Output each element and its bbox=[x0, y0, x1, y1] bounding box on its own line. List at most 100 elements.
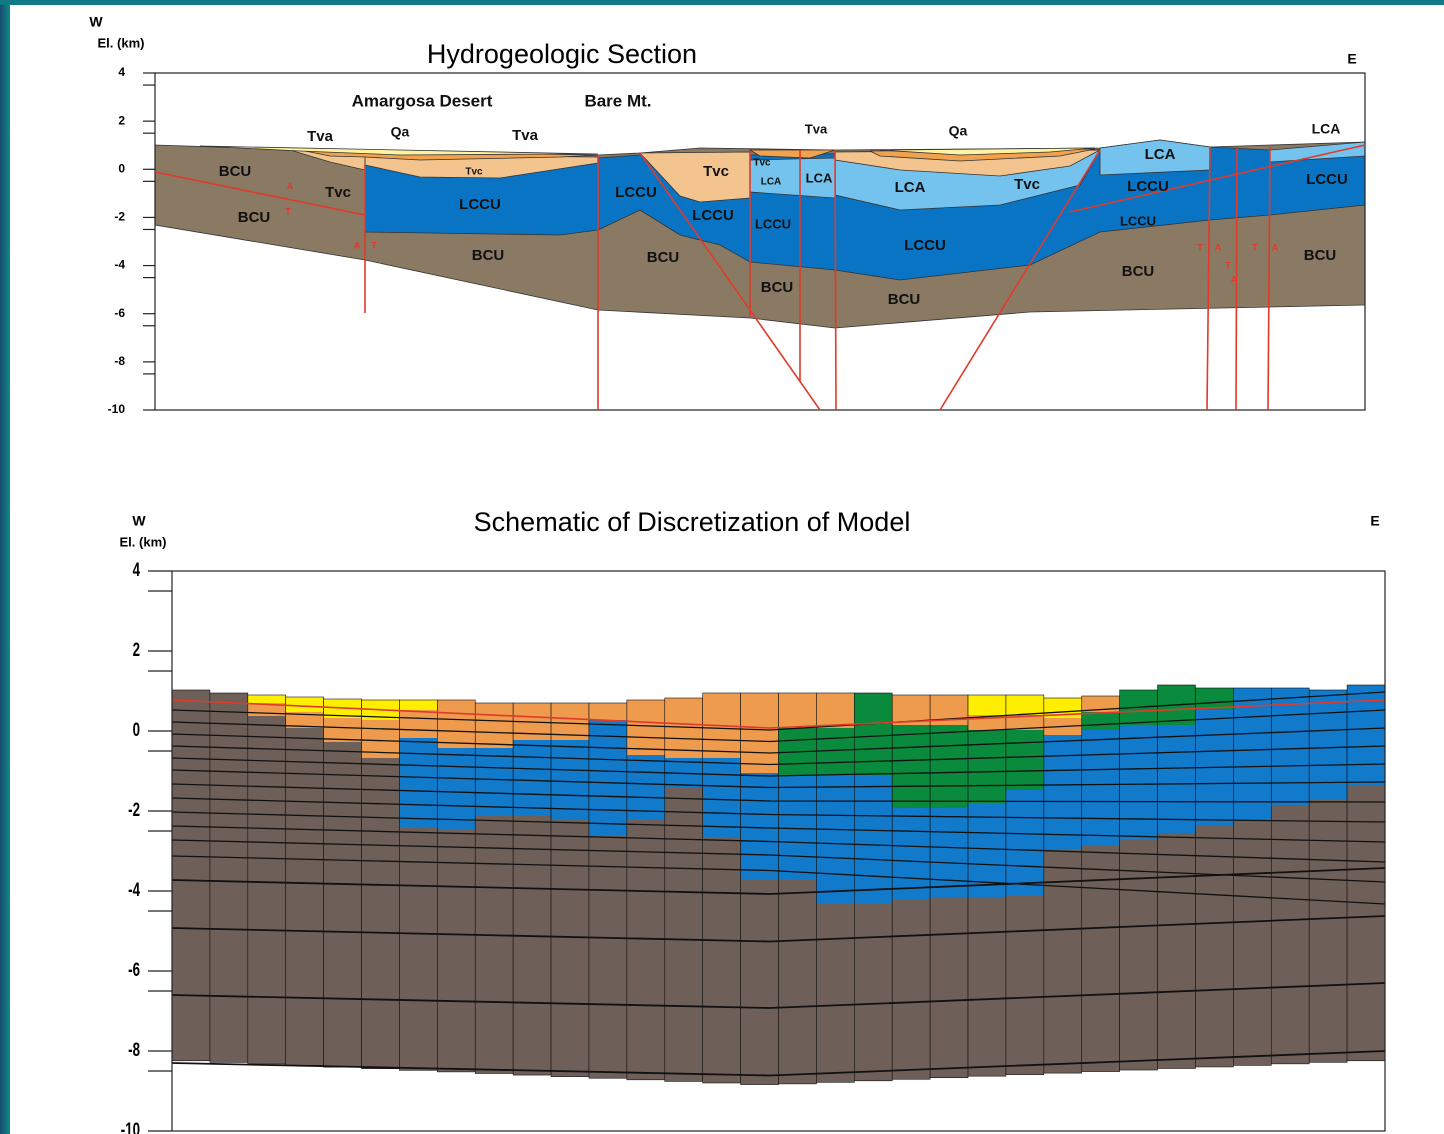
schematic-title: Schematic of Discretization of Model bbox=[474, 507, 911, 537]
y-tick-label: 0 bbox=[118, 161, 125, 175]
unit-label: BCU bbox=[219, 163, 252, 180]
unit-label: Qa bbox=[391, 124, 410, 140]
unit-label: Bare Mt. bbox=[584, 91, 651, 110]
cell-unit bbox=[892, 725, 930, 808]
cell-unit bbox=[1309, 690, 1347, 800]
unit-label: LCCU bbox=[615, 184, 657, 201]
left-border bbox=[0, 0, 10, 1134]
unit-label: LCA bbox=[1145, 146, 1176, 163]
cell-unit bbox=[779, 693, 817, 728]
y-tick-label: -2 bbox=[128, 800, 140, 821]
cell-unit bbox=[1006, 730, 1044, 790]
y-tick-label: 2 bbox=[133, 640, 140, 661]
axis-label: El. (km) bbox=[120, 534, 167, 549]
y-tick-label: -8 bbox=[114, 354, 125, 368]
cell-unit bbox=[968, 695, 1006, 715]
cell-unit bbox=[816, 693, 854, 728]
fault-motion-label: T bbox=[1197, 242, 1203, 252]
cell-unit bbox=[475, 748, 513, 815]
cell-unit bbox=[816, 775, 854, 903]
unit-label: Tva bbox=[307, 128, 334, 145]
page: Hydrogeologic Section W El. (km) E 4 2 0 -2… bbox=[0, 0, 1444, 1134]
fault-motion-label: T bbox=[285, 206, 291, 216]
unit-label: Tvc bbox=[703, 163, 729, 180]
y-tick-label: 4 bbox=[133, 560, 141, 581]
unit-label: LCA bbox=[1312, 121, 1341, 137]
cell-unit bbox=[779, 775, 817, 880]
unit-label: BCU bbox=[888, 291, 921, 308]
unit-label: LCA bbox=[895, 179, 926, 196]
y-tick-label: -6 bbox=[128, 960, 140, 981]
cell-unit bbox=[930, 808, 968, 898]
top-border bbox=[0, 0, 1444, 5]
cell-unit bbox=[1006, 790, 1044, 895]
fault-motion-label: A bbox=[354, 240, 361, 250]
cell-unit bbox=[1158, 725, 1196, 833]
unit-label: Tva bbox=[512, 127, 539, 144]
cell-unit bbox=[968, 730, 1006, 803]
cell-unit bbox=[854, 775, 892, 903]
unit-label: LCCU bbox=[1306, 171, 1348, 188]
unit-label: Tvc bbox=[1014, 176, 1040, 193]
y-tick-label: -2 bbox=[114, 210, 125, 224]
cell-unit bbox=[399, 710, 437, 738]
fault-motion-label: T bbox=[1252, 242, 1258, 252]
y-tick-label: -10 bbox=[108, 402, 126, 416]
unit-label: Amargosa Desert bbox=[352, 91, 493, 110]
west-label: W bbox=[132, 513, 146, 529]
y-tick-label: -4 bbox=[128, 880, 141, 901]
fault-motion-label: A bbox=[1272, 242, 1279, 252]
y-tick-label: 2 bbox=[118, 113, 125, 127]
cell-unit bbox=[286, 697, 324, 712]
cell-unit bbox=[589, 703, 627, 720]
cell-unit bbox=[1006, 695, 1044, 715]
cell-unit bbox=[248, 695, 286, 703]
unit-label: BCU bbox=[238, 209, 271, 226]
y-tick-label: 0 bbox=[133, 720, 140, 741]
east-label: E bbox=[1347, 51, 1356, 67]
fault-motion-label: A bbox=[1215, 242, 1222, 252]
cell-unit bbox=[1233, 688, 1271, 820]
east-label: E bbox=[1370, 513, 1379, 529]
cell-brown bbox=[286, 697, 324, 1066]
fault-motion-label: T bbox=[1225, 260, 1231, 270]
cell-unit bbox=[437, 748, 475, 830]
cell-unit bbox=[475, 703, 513, 748]
cell-unit bbox=[741, 693, 779, 773]
unit-label: Qa bbox=[949, 123, 968, 139]
cell-unit bbox=[399, 700, 437, 710]
cell-unit bbox=[854, 693, 892, 775]
y-tick-label: -10 bbox=[121, 1120, 140, 1134]
fault bbox=[835, 150, 836, 410]
fault-motion-label: A bbox=[1231, 274, 1238, 284]
unit-label: BCU bbox=[647, 249, 680, 266]
cell-brown bbox=[248, 695, 286, 1064]
unit-label: BCU bbox=[761, 279, 794, 296]
cell-unit bbox=[1044, 735, 1082, 850]
unit-label: LCCU bbox=[459, 196, 501, 213]
cell-unit bbox=[399, 738, 437, 828]
y-tick-label: -6 bbox=[114, 306, 125, 320]
cell-unit bbox=[1082, 712, 1120, 730]
unit-label: LCCU bbox=[904, 237, 946, 254]
unit-label: LCCU bbox=[1120, 213, 1156, 228]
cell-unit bbox=[930, 725, 968, 808]
unit-label: Tva bbox=[805, 121, 828, 136]
unit-label: Tvc bbox=[753, 158, 771, 169]
unit-label: LCCU bbox=[755, 216, 791, 231]
unit-label: BCU bbox=[1122, 263, 1155, 280]
cell-unit bbox=[1120, 725, 1158, 840]
cell-unit bbox=[1082, 730, 1120, 845]
cell-unit bbox=[513, 740, 551, 815]
axis-label: El. (km) bbox=[98, 35, 145, 50]
cell-unit bbox=[589, 720, 627, 836]
unit-label: LCCU bbox=[692, 207, 734, 224]
cell-unit bbox=[627, 700, 665, 755]
west-label: W bbox=[89, 14, 103, 30]
cell-unit bbox=[892, 808, 930, 900]
unit-label: LCA bbox=[806, 170, 833, 185]
unit-label: BCU bbox=[1304, 247, 1337, 264]
y-tick-label: -4 bbox=[114, 258, 125, 272]
y-tick-label: -8 bbox=[128, 1040, 140, 1061]
section-title: Hydrogeologic Section bbox=[427, 39, 697, 69]
